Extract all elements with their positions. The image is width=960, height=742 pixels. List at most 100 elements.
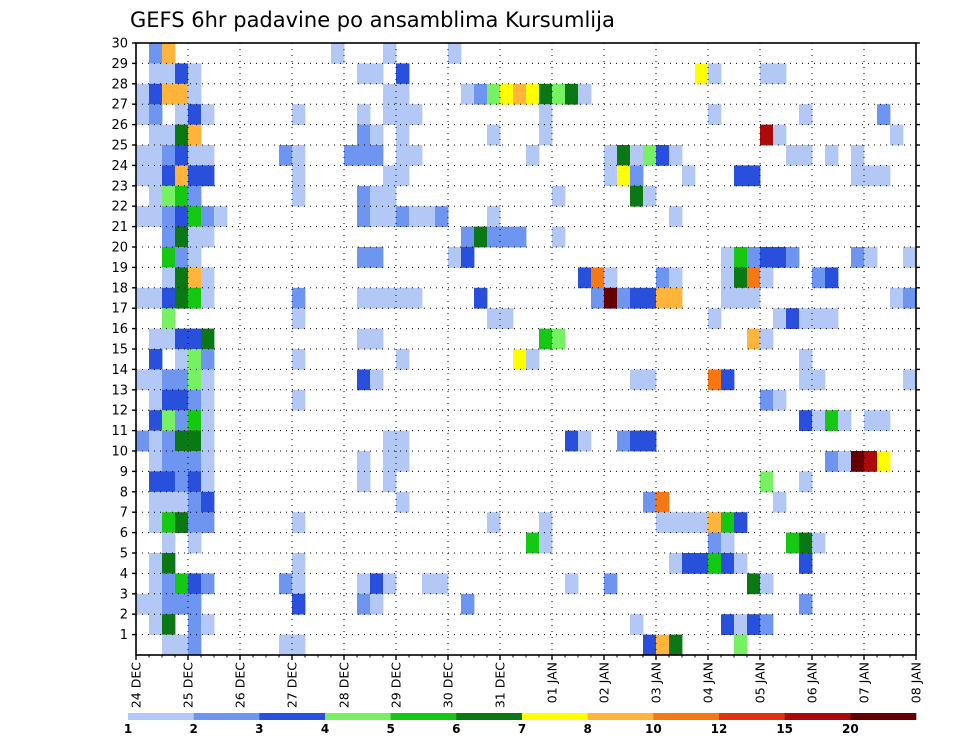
heatmap-cell bbox=[201, 226, 215, 248]
heatmap-cell bbox=[773, 491, 787, 513]
heatmap-cell bbox=[396, 165, 410, 187]
y-tick-label: 25 bbox=[111, 139, 128, 154]
heatmap-cell bbox=[513, 226, 527, 248]
heatmap-cell bbox=[396, 63, 410, 85]
heatmap-cell bbox=[435, 573, 449, 595]
heatmap-cell bbox=[682, 553, 696, 574]
heatmap-cell bbox=[175, 124, 189, 146]
legend-level-label: 3 bbox=[255, 722, 263, 736]
heatmap-cell bbox=[188, 226, 202, 248]
heatmap-cell bbox=[734, 512, 748, 533]
heatmap-cell bbox=[370, 124, 384, 146]
heatmap-cell bbox=[747, 573, 761, 595]
heatmap-cell bbox=[487, 308, 501, 329]
heatmap-cell bbox=[201, 512, 215, 533]
heatmap-cell bbox=[201, 573, 215, 595]
heatmap-cell bbox=[539, 512, 553, 533]
heatmap-cell bbox=[760, 267, 774, 289]
legend-color-swatch bbox=[653, 713, 720, 720]
heatmap-cell bbox=[851, 247, 865, 268]
heatmap-cell bbox=[136, 206, 150, 227]
heatmap-cell bbox=[656, 267, 670, 289]
heatmap-cell bbox=[903, 247, 917, 268]
heatmap-cell bbox=[292, 389, 306, 411]
heatmap-cell bbox=[578, 430, 592, 452]
heatmap-cell bbox=[175, 410, 189, 431]
heatmap-cell bbox=[526, 532, 540, 554]
heatmap-cell bbox=[396, 491, 410, 513]
y-tick-label: 7 bbox=[120, 506, 128, 521]
heatmap-cell bbox=[162, 532, 176, 554]
heatmap-cell bbox=[188, 389, 202, 411]
heatmap-cell bbox=[188, 614, 202, 635]
heatmap-cell bbox=[175, 63, 189, 85]
heatmap-cell bbox=[812, 308, 826, 329]
heatmap-cell bbox=[799, 593, 813, 615]
chart-title: GEFS 6hr padavine po ansamblima Kursumli… bbox=[130, 8, 615, 32]
heatmap-cell bbox=[162, 512, 176, 533]
heatmap-cell bbox=[604, 573, 618, 595]
heatmap-cell bbox=[747, 247, 761, 268]
heatmap-cell bbox=[162, 369, 176, 391]
x-tick-label: 31 DEC bbox=[493, 662, 508, 708]
heatmap-cell bbox=[487, 226, 501, 248]
heatmap-cell bbox=[643, 287, 657, 309]
heatmap-cell bbox=[357, 451, 371, 472]
heatmap-cell bbox=[292, 308, 306, 329]
heatmap-cell bbox=[383, 206, 397, 227]
heatmap-cell bbox=[760, 471, 774, 493]
heatmap-cell bbox=[188, 124, 202, 146]
heatmap-cell bbox=[825, 267, 839, 289]
heatmap-cell bbox=[357, 185, 371, 207]
heatmap-cell bbox=[188, 165, 202, 187]
heatmap-cell bbox=[149, 165, 163, 187]
heatmap-cell bbox=[799, 471, 813, 493]
heatmap-cell bbox=[734, 267, 748, 289]
heatmap-cell bbox=[162, 593, 176, 615]
heatmap-cell bbox=[201, 451, 215, 472]
heatmap-cell bbox=[435, 206, 449, 227]
heatmap-cell bbox=[357, 63, 371, 85]
heatmap-cell bbox=[357, 206, 371, 227]
heatmap-cell bbox=[747, 165, 761, 187]
x-axis-labels: 24 DEC 25 DEC 26 DEC 27 DEC 28 DEC 29 DEC 30 D… bbox=[129, 662, 924, 708]
heatmap-cell bbox=[396, 206, 410, 227]
heatmap-cell bbox=[409, 287, 423, 309]
heatmap-cell bbox=[604, 287, 618, 309]
heatmap-cell bbox=[695, 63, 709, 85]
heatmap-cell bbox=[604, 267, 618, 289]
heatmap-cell bbox=[162, 287, 176, 309]
heatmap-cell bbox=[630, 430, 644, 452]
heatmap-cell bbox=[149, 349, 163, 370]
heatmap-cell bbox=[695, 512, 709, 533]
heatmap-cell bbox=[812, 532, 826, 554]
legend-color-swatch bbox=[325, 713, 391, 720]
y-tick-label: 3 bbox=[120, 587, 128, 602]
heatmap-cell bbox=[162, 63, 176, 85]
heatmap-cell bbox=[162, 410, 176, 431]
heatmap-cell bbox=[643, 491, 657, 513]
heatmap-cell bbox=[292, 349, 306, 370]
heatmap-cell bbox=[149, 83, 163, 105]
heatmap-cell bbox=[201, 389, 215, 411]
y-tick-label: 26 bbox=[111, 118, 128, 133]
heatmap-cell bbox=[851, 145, 865, 166]
heatmap-cell bbox=[409, 145, 423, 166]
heatmap-cell bbox=[175, 573, 189, 595]
legend-level-label: 12 bbox=[711, 722, 728, 736]
heatmap-cell bbox=[175, 634, 189, 656]
heatmap-cell bbox=[175, 185, 189, 207]
x-tick-label: 25 DEC bbox=[181, 662, 196, 708]
heatmap-cell bbox=[370, 63, 384, 85]
heatmap-cell bbox=[370, 573, 384, 595]
heatmap-cell bbox=[773, 247, 787, 268]
heatmap-cell bbox=[292, 573, 306, 595]
y-tick-label: 22 bbox=[111, 200, 128, 215]
heatmap-cell bbox=[292, 634, 306, 656]
y-tick-label: 18 bbox=[111, 281, 128, 296]
y-tick-label: 2 bbox=[120, 608, 128, 623]
heatmap-cell bbox=[643, 145, 657, 166]
heatmap-cell bbox=[188, 145, 202, 166]
heatmap-cell bbox=[175, 247, 189, 268]
